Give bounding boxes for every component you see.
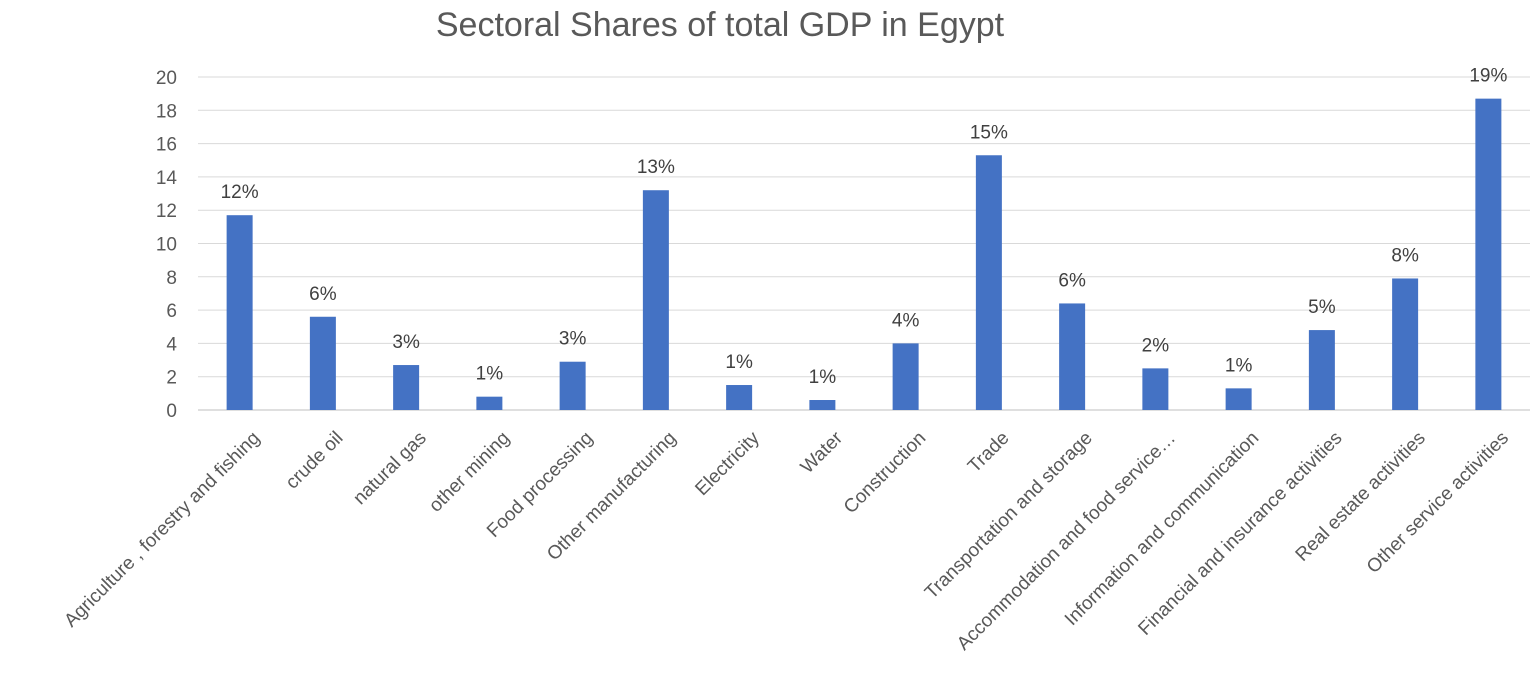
category-label: Transportation and storage (921, 428, 1097, 604)
y-tick-label: 14 (156, 168, 178, 189)
y-tick-label: 2 (166, 368, 177, 389)
data-label: 6% (1058, 270, 1086, 291)
bar (892, 343, 919, 410)
data-label: 4% (892, 310, 920, 331)
y-tick-label: 12 (156, 201, 177, 222)
bar (726, 385, 753, 410)
category-label: Agriculture , forestry and fishing (60, 428, 264, 632)
bar (1059, 303, 1086, 410)
y-tick-label: 10 (156, 235, 177, 256)
data-label: 1% (725, 352, 753, 373)
category-label: crude oil (282, 428, 348, 494)
bar (1475, 98, 1502, 411)
data-labels: 12% 6% 3% 1% 3% 13% 1% 1% 4% 15% 6% 2% 1% 5% 8% 19% (221, 66, 1508, 388)
data-label: 13% (637, 157, 675, 178)
category-label: Water (797, 427, 848, 478)
bar (1225, 388, 1252, 410)
category-label: other mining (425, 428, 514, 517)
category-label: Construction (840, 428, 930, 518)
bars (226, 98, 1502, 411)
data-label: 1% (476, 364, 504, 385)
y-axis-tick-labels: 0 2 4 6 8 10 12 14 16 18 20 (156, 68, 178, 422)
data-label: 19% (1469, 66, 1507, 87)
data-label: 3% (559, 329, 587, 350)
bar (393, 365, 420, 410)
bar (559, 361, 586, 410)
bar (975, 155, 1002, 410)
bar (1308, 330, 1335, 410)
bar (1392, 278, 1419, 410)
y-tick-label: 18 (156, 101, 177, 122)
bar (1142, 368, 1169, 410)
bar (476, 396, 503, 410)
data-label: 6% (309, 284, 337, 305)
chart-title: Sectoral Shares of total GDP in Egypt (435, 6, 1005, 44)
data-label: 12% (221, 182, 259, 203)
category-label: Electricity (691, 427, 764, 500)
data-label: 1% (809, 367, 837, 388)
y-tick-label: 6 (166, 301, 177, 322)
y-tick-label: 20 (156, 68, 177, 89)
data-label: 1% (1225, 355, 1253, 376)
category-label: Trade (964, 428, 1013, 477)
y-tick-label: 4 (166, 334, 177, 355)
data-label: 8% (1391, 245, 1419, 266)
bar (226, 215, 253, 410)
data-label: 2% (1142, 335, 1170, 356)
bar (809, 400, 836, 410)
category-label: Other service activities (1363, 428, 1513, 578)
data-label: 3% (392, 332, 420, 353)
data-label: 5% (1308, 297, 1336, 318)
data-label: 15% (970, 122, 1008, 143)
y-tick-label: 0 (166, 401, 177, 422)
gridlines (198, 76, 1530, 411)
y-tick-label: 16 (156, 135, 177, 156)
category-label: natural gas (349, 428, 430, 509)
bar (309, 316, 336, 410)
bar (642, 190, 669, 410)
x-axis-category-labels: Agriculture , forestry and fishing crude … (60, 427, 1513, 654)
y-tick-label: 8 (166, 268, 177, 289)
